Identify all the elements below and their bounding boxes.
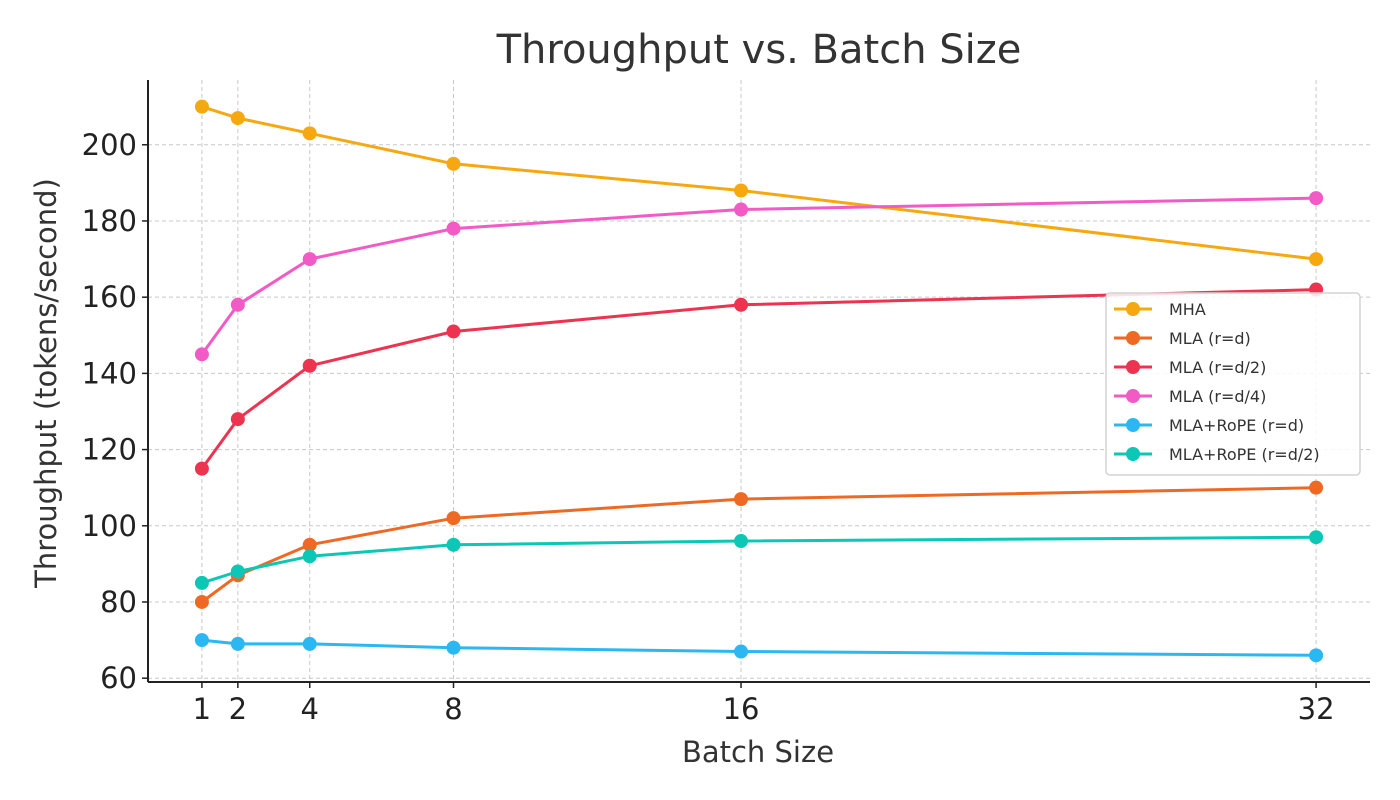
y-tick-label: 180: [82, 204, 137, 238]
legend-label: MLA (r=d/2): [1169, 358, 1266, 377]
data-point: [446, 537, 461, 552]
legend-box: [1105, 292, 1361, 476]
data-point: [194, 347, 209, 362]
legend: MHA MLA (r=d) MLA (r=d/2) MLA (r=d/4) MLA+Ro…: [1105, 292, 1361, 476]
legend-marker: [1126, 389, 1140, 403]
data-point: [302, 549, 317, 564]
data-point: [194, 461, 209, 476]
axes: [142, 80, 1370, 688]
x-tick-label: 16: [723, 692, 760, 726]
x-axis-label: Batch Size: [682, 735, 834, 769]
data-point: [194, 99, 209, 114]
x-tick-label: 8: [444, 692, 462, 726]
chart-title: Throughput vs. Batch Size: [496, 27, 1022, 73]
series-line: [201, 535, 1317, 585]
data-point: [446, 640, 461, 655]
series-4: [194, 633, 1324, 663]
legend-label: MLA (r=d): [1169, 329, 1251, 348]
data-point: [734, 534, 749, 549]
data-point: [446, 511, 461, 526]
series-1: [194, 480, 1324, 609]
series-3: [194, 191, 1324, 362]
data-point: [230, 412, 245, 427]
data-point: [446, 156, 461, 171]
data-point: [230, 111, 245, 126]
y-tick-label: 120: [82, 433, 137, 467]
data-point: [302, 126, 317, 141]
y-tick-label: 200: [82, 128, 137, 162]
data-point: [734, 492, 749, 507]
series-5: [194, 530, 1324, 590]
data-point: [302, 537, 317, 552]
data-point: [230, 636, 245, 651]
legend-item: MLA (r=d/4): [1114, 387, 1266, 406]
data-point: [302, 636, 317, 651]
series-0: [194, 99, 1324, 267]
data-point: [194, 594, 209, 609]
x-tick-label: 4: [301, 692, 319, 726]
data-point: [1309, 648, 1324, 663]
x-tick-label: 32: [1298, 692, 1335, 726]
legend-item: MLA+RoPE (r=d/2): [1114, 445, 1320, 464]
legend-label: MLA+RoPE (r=d/2): [1169, 445, 1320, 464]
legend-marker: [1126, 360, 1140, 374]
data-point: [446, 324, 461, 339]
legend-marker: [1126, 447, 1140, 461]
x-tick-label: 2: [229, 692, 247, 726]
data-point: [302, 358, 317, 373]
series: [194, 99, 1324, 663]
data-point: [302, 252, 317, 267]
legend-item: MHA: [1114, 300, 1206, 319]
legend-marker: [1126, 418, 1140, 432]
series-line: [200, 288, 1317, 470]
legend-label: MLA+RoPE (r=d): [1169, 416, 1304, 435]
data-point: [1309, 191, 1324, 206]
y-tick-label: 100: [82, 509, 137, 543]
series-line: [201, 486, 1317, 604]
y-tick-label: 60: [100, 661, 137, 695]
data-point: [734, 183, 749, 198]
data-point: [734, 202, 749, 217]
x-tick-label: 1: [193, 692, 211, 726]
data-point: [194, 575, 209, 590]
series-line: [201, 638, 1317, 657]
legend-marker: [1126, 331, 1140, 345]
y-tick-label: 140: [82, 356, 137, 390]
data-point: [194, 633, 209, 648]
series-line: [201, 105, 1317, 261]
series-2: [194, 282, 1324, 476]
legend-label: MHA: [1169, 300, 1206, 319]
data-point: [734, 644, 749, 659]
legend-marker: [1126, 302, 1140, 316]
y-tick-label: 80: [100, 585, 137, 619]
data-point: [446, 221, 461, 236]
data-point: [1309, 480, 1324, 495]
data-point: [1309, 530, 1324, 545]
legend-label: MLA (r=d/4): [1169, 387, 1266, 406]
tick-labels: 1 2 4 8 16 32 60 80 100 120 140 160 180 200: [82, 128, 1335, 726]
y-tick-label: 160: [82, 280, 137, 314]
y-axis-label: Throughput (tokens/second): [29, 178, 63, 589]
data-point: [1309, 252, 1324, 267]
series-line: [200, 196, 1317, 356]
data-point: [230, 297, 245, 312]
legend-item: MLA (r=d/2): [1114, 358, 1266, 377]
data-point: [230, 564, 245, 579]
data-point: [734, 297, 749, 312]
legend-item: MLA (r=d): [1114, 329, 1251, 348]
legend-item: MLA+RoPE (r=d): [1114, 416, 1304, 435]
